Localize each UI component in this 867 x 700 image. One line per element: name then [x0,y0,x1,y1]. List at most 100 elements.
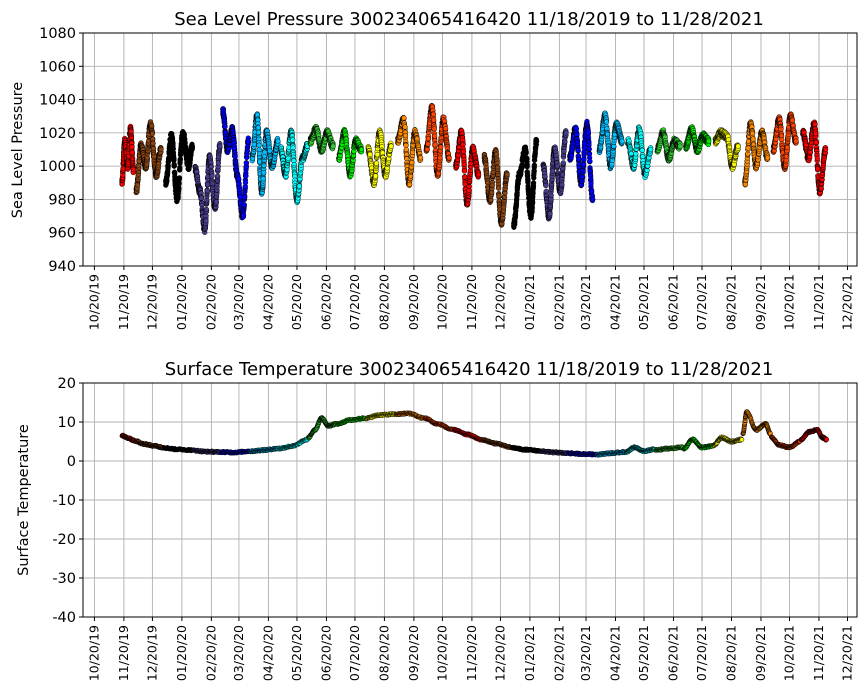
pressure-data-point [255,129,262,136]
pressure-data-point [554,163,561,169]
pressure-data-point [432,142,438,148]
pressure-data-point [588,181,594,187]
pressure-data-point [496,193,502,199]
pressure-data-point [177,165,183,172]
pressure-data-point [648,146,654,153]
pressure-data-point [559,172,566,178]
pressure-data-point [446,155,452,161]
pressure-data-point [432,133,438,139]
pressure-data-point [504,171,510,178]
pressure-data-point [204,181,211,188]
pressure-data-point [425,141,431,147]
pressure-data-point [580,161,587,168]
pressure-data-point [475,171,482,178]
pressure-data-point [275,138,281,144]
pressure-series [119,123,137,187]
pressure-data-point [285,155,291,162]
pressure-data-point [242,194,248,200]
pressure-data-point [240,212,247,218]
pressure-data-point [533,138,540,144]
pressure-y-axis-label: Sea Level Pressure [10,82,26,218]
pressure-data-point [373,160,380,166]
pressure-data-point [402,132,409,139]
pressure-data-point [438,144,444,150]
pressure-data-point [543,182,549,189]
pressure-data-point [603,119,610,125]
pressure-panel: Sea Level Pressure 300234065416420 11/18… [10,9,858,330]
pressure-data-points [119,102,829,235]
pressure-data-point [524,164,530,170]
pressure-data-point [158,146,164,153]
pressure-data-point [198,195,205,201]
pressure-data-point [209,173,215,179]
pressure-data-point [150,140,156,146]
pressure-data-point [222,129,229,136]
pressure-data-point [171,163,177,169]
pressure-data-point [296,183,303,189]
pressure-data-point [245,138,252,144]
pressure-data-point [204,188,210,194]
pressure-data-point [164,178,170,184]
pressure-data-point [590,196,596,203]
pressure-data-point [431,117,437,123]
pressure-data-point [462,174,468,180]
pressure-data-point [236,176,242,182]
pressure-data-point [460,148,467,155]
pressure-data-point [574,131,580,138]
pressure-data-point [129,149,135,156]
pressure-data-point [495,185,502,191]
pressure-data-point [531,162,538,168]
pressure-data-point [241,202,247,208]
pressure-data-point [203,218,209,224]
pressure-data-point [256,142,262,148]
pressure-data-point [130,166,137,173]
pressure-data-point [547,211,553,217]
pressure-data-point [489,182,495,188]
pressure-data-point [151,153,157,160]
pressure-data-point [409,159,415,166]
pressure-data-point [189,143,195,149]
pressure-data-point [260,176,266,182]
pressure-data-point [530,180,537,186]
pressure-data-point [178,150,184,156]
pressure-data-point [176,175,183,181]
pressure-data-point [217,143,223,149]
pressure-data-point [560,160,566,166]
pressure-data-point [262,149,268,155]
pressure-data-point [256,147,262,153]
pressure-data-point [425,135,432,142]
pressure-data-point [213,199,220,205]
pressure-data-point [431,126,437,132]
pressure-data-point [214,173,221,179]
pressure-data-point [243,173,249,179]
pressure-data-point [243,160,250,166]
pressure-data-point [576,156,582,162]
pressure-data-point [183,147,189,153]
pressure-data-point [149,131,156,137]
pressure-data-point [203,206,210,213]
pressure-data-point [129,144,135,150]
pressure-data-point [461,168,468,174]
pressure-data-point [548,192,554,198]
pressure-data-point [575,147,581,154]
pressure-data-point [563,130,569,136]
pressure-data-point [401,115,407,121]
pressure-data-point [330,143,336,149]
pressure-data-point [417,155,424,161]
pressure-data-point [290,137,296,143]
pressure-data-point [388,143,394,149]
pressure-data-point [372,173,379,179]
pressure-data-point [261,170,267,176]
pressure-data-point [255,125,262,131]
pressure-data-point [639,147,645,153]
pressure-data-point [358,146,365,153]
pressure-title: Sea Level Pressure 300234065416420 11/18… [174,9,764,30]
pressure-data-point [367,151,373,158]
pressure-data-point [512,212,519,218]
pressure-data-point [150,145,157,152]
pressure-data-point [215,160,222,166]
pressure-data-point [442,126,449,132]
pressure-data-point [619,138,625,144]
pressure-data-point [267,148,273,154]
